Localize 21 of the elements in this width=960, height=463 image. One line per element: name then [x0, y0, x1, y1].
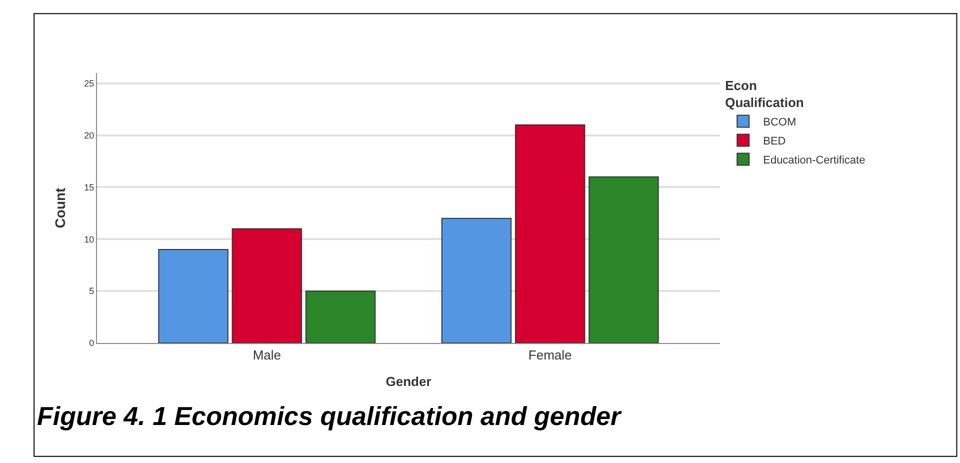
bar — [441, 218, 512, 343]
bar — [588, 176, 659, 343]
x-tick-label: Female — [528, 348, 572, 363]
y-tick-label: 5 — [89, 286, 94, 296]
y-tick-label: 25 — [84, 78, 94, 89]
bar — [158, 249, 228, 343]
y-tick-label: 0 — [89, 338, 94, 348]
y-axis-title: Count — [52, 187, 68, 228]
y-tick-label: 15 — [84, 182, 94, 192]
x-axis-title: Gender — [386, 374, 432, 390]
y-tick-label: 20 — [84, 130, 94, 140]
bar — [232, 228, 302, 343]
legend-label: Education-Certificate — [763, 154, 866, 167]
bar — [305, 290, 376, 343]
legend-label: BCOM — [763, 116, 796, 129]
y-tick-label: 10 — [84, 234, 94, 244]
caption: Figure 4. 1 Economics qualification and gender — [37, 401, 623, 431]
x-tick-label: Male — [252, 348, 282, 363]
bar — [514, 124, 586, 343]
legend-label: BED — [763, 136, 786, 148]
legend-title: Econ Qualification — [725, 78, 804, 110]
